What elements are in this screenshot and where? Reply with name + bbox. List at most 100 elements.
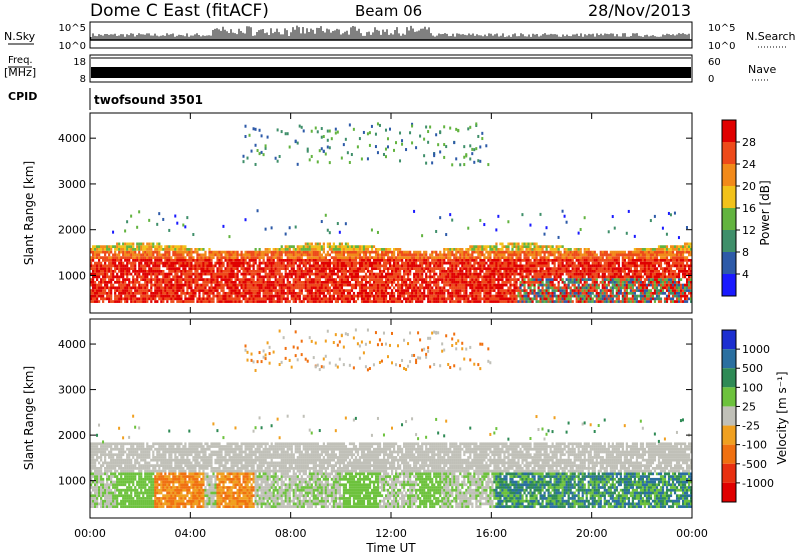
power-cell xyxy=(282,297,285,301)
power-cell xyxy=(252,294,255,298)
power-cell xyxy=(192,233,195,237)
power-cell xyxy=(399,267,402,270)
power-cell xyxy=(318,297,321,301)
power-cell xyxy=(118,283,121,287)
power-cell xyxy=(214,250,217,254)
power-cell xyxy=(148,278,151,281)
power-cell xyxy=(441,267,444,270)
power-cell xyxy=(449,213,452,217)
power-cell xyxy=(168,280,171,284)
power-cell xyxy=(304,289,307,292)
power-cell xyxy=(236,283,239,287)
power-cell xyxy=(170,256,173,259)
power-cell xyxy=(360,245,364,249)
power-cell xyxy=(156,272,159,276)
power-cell xyxy=(429,261,432,265)
power-cell xyxy=(581,286,584,290)
power-cell xyxy=(306,286,309,290)
power-cell xyxy=(248,280,251,284)
power-cell xyxy=(451,272,454,276)
power-cell xyxy=(342,250,346,254)
power-cell xyxy=(575,258,578,262)
power-cell xyxy=(246,297,249,301)
power-cell xyxy=(312,297,315,301)
power-cell xyxy=(501,300,504,303)
power-cell xyxy=(304,253,307,257)
power-cell xyxy=(415,286,418,290)
power-cell xyxy=(485,294,488,298)
power-cell xyxy=(144,272,147,276)
power-cell xyxy=(360,264,364,268)
power-cell xyxy=(461,267,464,270)
power-cell xyxy=(374,145,377,149)
power-cell xyxy=(272,286,275,290)
power-cell xyxy=(380,256,384,259)
power-cell xyxy=(455,294,458,298)
power-cell xyxy=(535,253,538,257)
power-cell xyxy=(106,245,109,249)
power-cell xyxy=(106,283,109,287)
power-cell xyxy=(489,248,492,251)
power-cell xyxy=(94,264,97,268)
power-cell xyxy=(382,248,386,251)
power-cell xyxy=(248,297,251,301)
power-cell xyxy=(184,297,187,301)
power-cell xyxy=(148,258,151,262)
power-cell xyxy=(425,161,428,165)
power-cell xyxy=(108,245,111,249)
power-cell xyxy=(372,275,376,279)
power-cell xyxy=(186,291,189,295)
power-cell xyxy=(505,264,508,268)
power-cell xyxy=(521,213,524,217)
power-cell xyxy=(128,245,131,249)
power-cell xyxy=(437,283,440,287)
power-cell xyxy=(397,275,400,279)
power-cell xyxy=(487,286,490,290)
power-cell xyxy=(346,300,350,303)
power-cell xyxy=(411,253,414,257)
power-cell xyxy=(411,297,414,301)
power-cell xyxy=(521,267,524,270)
power-cell xyxy=(370,124,373,128)
power-cell xyxy=(126,272,129,276)
power-cell xyxy=(376,230,379,234)
power-cell xyxy=(110,250,113,254)
power-cell xyxy=(447,294,450,298)
power-cell xyxy=(423,289,426,292)
power-cell xyxy=(453,291,456,295)
power-cell xyxy=(401,289,404,292)
power-cell xyxy=(234,300,237,303)
power-cell xyxy=(284,264,287,268)
power-cell xyxy=(198,283,201,287)
power-cell xyxy=(569,250,572,254)
power-cell xyxy=(146,242,149,246)
power-cell xyxy=(513,250,516,254)
power-cell xyxy=(242,272,245,276)
power-cell xyxy=(216,256,219,259)
power-cell xyxy=(168,294,171,298)
power-cell xyxy=(126,278,129,281)
power-cell xyxy=(326,275,329,279)
power-cell xyxy=(445,145,448,149)
power-cell xyxy=(415,264,418,268)
power-cell xyxy=(94,256,97,259)
power-cell xyxy=(302,250,305,254)
power-cell xyxy=(547,245,550,249)
power-cell xyxy=(188,275,191,279)
power-cell xyxy=(322,297,325,301)
power-cell xyxy=(378,294,382,298)
power-cell xyxy=(274,267,277,270)
power-cell xyxy=(320,248,323,251)
power-cell xyxy=(320,275,323,279)
power-cell xyxy=(493,272,496,276)
power-cell xyxy=(431,253,434,257)
power-cell xyxy=(96,267,99,270)
power-cell xyxy=(477,294,480,298)
power-cell xyxy=(581,283,584,287)
power-cell xyxy=(493,283,496,287)
power-cell xyxy=(507,280,510,284)
power-cell xyxy=(210,300,213,303)
power-cell xyxy=(338,291,342,295)
power-cell xyxy=(541,250,544,254)
power-cell xyxy=(340,242,344,246)
